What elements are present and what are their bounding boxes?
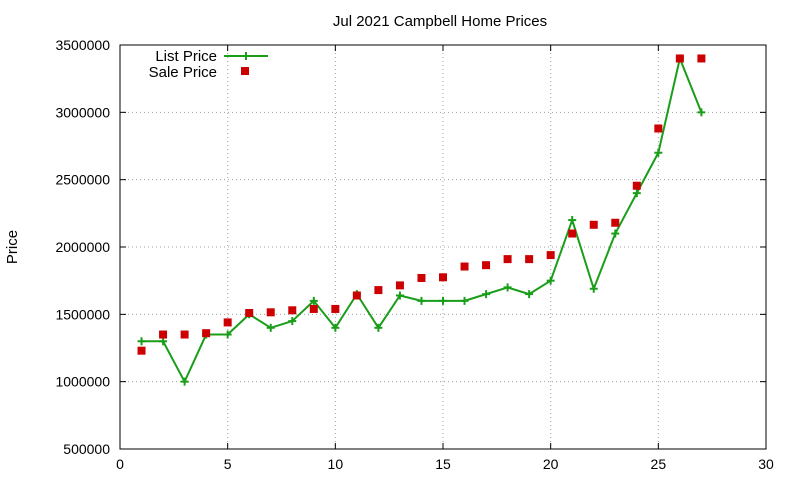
data-point-list-price xyxy=(159,337,168,346)
y-tick-label: 2500000 xyxy=(55,172,110,188)
legend-swatch-list-price-marker xyxy=(242,52,250,60)
data-point-list-price xyxy=(697,108,706,117)
legend: List Price Sale Price xyxy=(149,48,268,81)
data-point-sale-price xyxy=(395,281,404,290)
data-point-list-price xyxy=(395,291,404,300)
data-point-sale-price xyxy=(374,286,383,295)
data-point-list-price xyxy=(288,317,297,326)
legend-label-list-price: List Price xyxy=(155,48,217,65)
axis-ticks: 0 5 10 15 20 25 30 500000 1000000 1500000 2000000 2… xyxy=(55,37,774,472)
data-point-list-price xyxy=(417,296,426,305)
legend-plus-marker xyxy=(242,52,250,60)
x-tick-label: 20 xyxy=(543,456,559,472)
chart-title: Jul 2021 Campbell Home Prices xyxy=(333,13,547,30)
data-point-sale-price xyxy=(460,262,469,271)
data-point-list-price xyxy=(331,323,340,332)
data-point-list-price xyxy=(632,189,641,198)
data-point-sale-price xyxy=(352,291,361,300)
x-tick-label: 25 xyxy=(651,456,667,472)
data-point-list-price xyxy=(137,337,146,346)
data-point-list-price xyxy=(482,290,491,299)
data-point-list-price xyxy=(460,296,469,305)
data-point-list-price xyxy=(439,296,447,305)
series-layer xyxy=(137,54,706,386)
data-point-sale-price xyxy=(202,329,211,338)
data-point-sale-price xyxy=(654,124,663,133)
data-point-sale-price xyxy=(632,181,641,190)
data-point-sale-price xyxy=(482,261,491,270)
data-point-sale-price xyxy=(675,54,684,63)
y-tick-label: 1000000 xyxy=(55,374,110,390)
y-axis-label: Price xyxy=(4,230,21,264)
data-point-list-price xyxy=(309,296,318,305)
x-tick-label: 10 xyxy=(328,456,344,472)
x-tick-label: 30 xyxy=(758,456,774,472)
data-point-sale-price xyxy=(503,255,512,264)
grid-lines xyxy=(120,45,766,449)
data-point-sale-price xyxy=(568,229,577,238)
data-point-sale-price xyxy=(137,346,146,355)
data-point-sale-price xyxy=(266,308,275,317)
data-point-sale-price xyxy=(439,273,447,282)
data-point-list-price xyxy=(525,290,534,299)
y-tick-label: 2000000 xyxy=(55,239,110,255)
data-point-list-price xyxy=(374,323,383,332)
x-tick-label: 5 xyxy=(224,456,232,472)
data-point-sale-price xyxy=(546,251,555,260)
data-point-sale-price xyxy=(288,306,297,315)
data-point-list-price xyxy=(654,148,663,157)
data-point-list-price xyxy=(611,229,620,238)
series-list-price xyxy=(137,54,706,386)
data-point-sale-price xyxy=(331,304,340,313)
legend-label-sale-price: Sale Price xyxy=(149,64,217,81)
x-tick-label: 0 xyxy=(116,456,124,472)
data-point-sale-price xyxy=(309,304,318,313)
y-tick-label: 3500000 xyxy=(55,37,110,53)
data-point-sale-price xyxy=(417,273,426,282)
data-point-sale-price xyxy=(611,218,620,227)
data-point-list-price xyxy=(223,330,232,339)
series-sale-price xyxy=(137,54,706,355)
data-point-list-price xyxy=(589,284,598,293)
legend-swatch-sale-price-marker xyxy=(241,67,249,75)
data-point-list-price xyxy=(503,283,512,292)
data-point-list-price xyxy=(546,276,555,285)
data-point-sale-price xyxy=(159,330,168,339)
y-tick-label: 3000000 xyxy=(55,104,110,120)
data-point-sale-price xyxy=(223,318,232,327)
y-tick-label: 500000 xyxy=(63,441,110,457)
data-point-list-price xyxy=(568,216,577,225)
data-point-sale-price xyxy=(697,54,706,63)
data-point-sale-price xyxy=(525,255,534,264)
y-tick-label: 1500000 xyxy=(55,306,110,322)
data-point-sale-price xyxy=(180,330,189,339)
data-point-sale-price xyxy=(245,308,254,317)
data-point-list-price xyxy=(266,323,275,332)
data-point-sale-price xyxy=(589,220,598,229)
data-point-list-price xyxy=(180,377,189,386)
x-tick-label: 15 xyxy=(435,456,451,472)
